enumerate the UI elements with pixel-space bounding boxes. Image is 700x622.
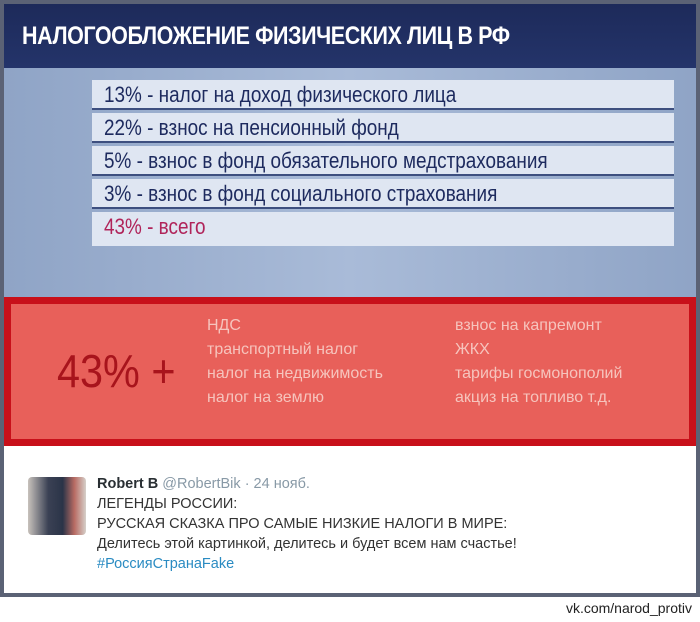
tax-row: 3% - взнос в фонд социального страховани… [92,179,674,209]
extra-right-column: взнос на капремонт ЖКХ тарифы госмонопол… [455,314,622,410]
extra-item: налог на недвижимость [207,365,383,382]
extra-item: взнос на капремонт [455,317,602,334]
tax-row: 13% - налог на доход физического лица [92,80,674,110]
tax-row-text: 22% - взнос на пенсионный фонд [104,115,399,140]
big-total: 43% + [57,344,189,398]
tax-row-text: 5% - взнос в фонд обязательного медстрах… [104,148,548,173]
extra-item: ЖКХ [455,341,490,358]
tweet-line: РУССКАЯ СКАЗКА ПРО САМЫЕ НИЗКИЕ НАЛОГИ В… [97,516,508,532]
tax-row-text: 3% - взнос в фонд социального страховани… [104,181,498,206]
extra-item: НДС [207,317,241,334]
tweet-date[interactable]: · 24 нояб. [244,476,310,492]
tweet: Robert B @RobertBik · 24 нояб. ЛЕГЕНДЫ Р… [4,446,696,593]
tweet-line: ЛЕГЕНДЫ РОССИИ: [97,496,238,512]
tax-row: 22% - взнос на пенсионный фонд [92,113,674,143]
tax-row-text: 13% - налог на доход физического лица [104,82,457,107]
image-frame: НАЛОГООБЛОЖЕНИЕ ФИЗИЧЕСКИХ ЛИЦ В РФ 13% … [0,0,700,597]
tax-list: 13% - налог на доход физического лица 22… [4,68,696,297]
tweet-hashtag[interactable]: #РоссияСтранаFake [97,556,235,572]
extra-item: тарифы госмонополий [455,365,623,382]
tax-row: 5% - взнос в фонд обязательного медстрах… [92,146,674,176]
tax-total-row: 43% - всего [92,212,674,246]
extra-item: налог на землю [207,389,324,406]
extra-item: акциз на топливо т.д. [455,389,612,406]
tweet-author[interactable]: Robert B [97,476,159,492]
tweet-line: Делитесь этой картинкой, делитесь и буде… [97,536,517,552]
tweet-handle[interactable]: @RobertBik [162,476,241,492]
tax-total-text: 43% - всего [104,214,206,239]
extra-item: транспортный налог [207,341,359,358]
page-title: НАЛОГООБЛОЖЕНИЕ ФИЗИЧЕСКИХ ЛИЦ В РФ [4,4,696,68]
source-watermark: vk.com/narod_protiv [565,600,692,616]
big-total-text: 43% + [57,345,176,397]
extra-left-column: НДС транспортный налог налог на недвижим… [207,314,383,410]
avatar[interactable] [28,477,86,535]
title-text: НАЛОГООБЛОЖЕНИЕ ФИЗИЧЕСКИХ ЛИЦ В РФ [22,22,510,50]
extra-taxes-box: 43% + НДС транспортный налог налог на не… [4,297,696,446]
